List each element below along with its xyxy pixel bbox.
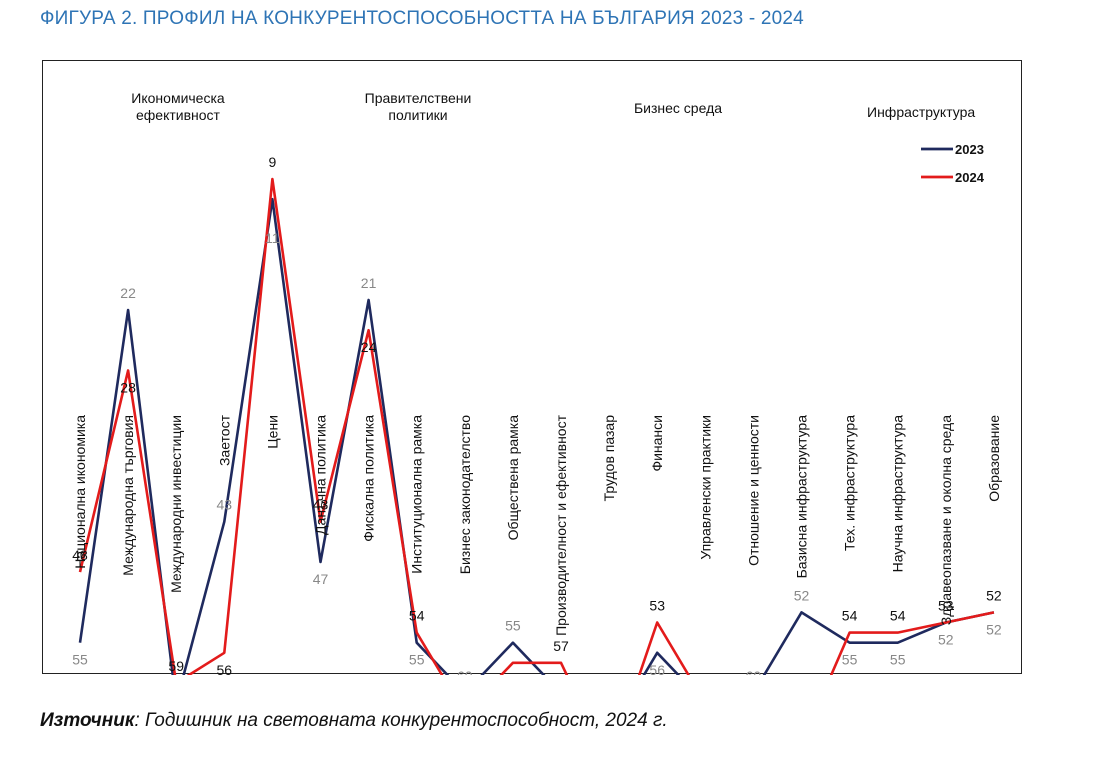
source-label: Източник xyxy=(40,710,135,731)
data-label-2024: 54 xyxy=(409,608,425,624)
source-note: Източник: Годишник на световната конкуре… xyxy=(40,710,668,732)
data-label-2023: 55 xyxy=(890,652,906,668)
data-label-2023: 56 xyxy=(649,662,665,675)
chart-frame: Икономическа ефективност Правителствени пол… xyxy=(42,60,1022,675)
data-label-2023: 60 xyxy=(457,668,473,675)
data-label-2023: 52 xyxy=(794,587,810,603)
legend-label-2023: 2023 xyxy=(955,142,984,157)
category-label: Национална икономика xyxy=(72,415,88,569)
category-label: Управленски практики xyxy=(697,415,713,560)
data-label-2023: 22 xyxy=(120,285,136,301)
data-label-2023: 11 xyxy=(265,230,280,246)
category-label: Здравеопазване и околна среда xyxy=(938,415,954,625)
category-label: Тех. инфраструктура xyxy=(842,415,858,551)
category-label: Фискална политика xyxy=(361,415,377,542)
category-label: Институционална рамка xyxy=(409,415,425,574)
data-label-2024: 53 xyxy=(938,598,954,614)
category-label: Данъчна политика xyxy=(313,415,329,535)
data-label-2023: 55 xyxy=(409,652,425,668)
group-header-2: Правителствени xyxy=(365,90,472,106)
category-label: Производителност и ефективност xyxy=(553,414,569,635)
data-label-2024: 52 xyxy=(986,587,1002,603)
data-label-2024: 53 xyxy=(649,598,665,614)
category-label: Отношение и ценности xyxy=(745,415,761,566)
legend-label-2024: 2024 xyxy=(955,170,985,185)
data-label-2024: 9 xyxy=(269,154,277,170)
group-header-1: Икономическа xyxy=(131,90,225,106)
group-header-4: Инфраструктура xyxy=(867,104,975,120)
data-label-2023: 52 xyxy=(986,621,1002,637)
data-label-2023: 55 xyxy=(505,618,521,634)
category-label: Образование xyxy=(986,415,1002,502)
series-line-2024 xyxy=(78,177,995,675)
data-label-2024: 57 xyxy=(505,672,521,675)
data-label-2023: 43 xyxy=(217,497,233,513)
data-label-2023: 47 xyxy=(313,571,329,587)
group-header-3: Бизнес среда xyxy=(634,100,722,116)
data-label-2024: 28 xyxy=(120,380,136,396)
category-label: Бизнес законодателство xyxy=(457,415,473,574)
data-label-2024: 24 xyxy=(361,339,377,355)
category-label: Международна търговия xyxy=(120,415,136,576)
data-label-2024: 54 xyxy=(890,608,906,624)
figure-title: ФИГУРА 2. ПРОФИЛ НА КОНКУРЕНТОСПОСОБНОСТ… xyxy=(40,8,804,29)
data-label-2024: 59 xyxy=(168,658,184,674)
category-label: Финанси xyxy=(649,415,665,472)
data-label-2023: 55 xyxy=(842,652,858,668)
data-label-2023: 55 xyxy=(72,652,88,668)
category-label: Трудов пазар xyxy=(601,415,617,502)
data-label-2024: 56 xyxy=(217,662,233,675)
data-label-2023: 60 xyxy=(746,668,762,675)
category-label: Научна инфраструктура xyxy=(890,415,906,573)
series-line-2023 xyxy=(78,197,995,675)
category-label: Международни инвестиции xyxy=(168,415,184,593)
category-label: Обществена рамка xyxy=(505,415,521,541)
source-text: : Годишник на световната конкурентоспосо… xyxy=(134,710,668,731)
group-header-1: ефективност xyxy=(136,107,221,123)
data-label-2024: 57 xyxy=(553,638,569,654)
data-label-2024: 48 xyxy=(72,547,88,563)
data-label-2023: 21 xyxy=(361,275,377,291)
category-label: Цени xyxy=(264,415,280,449)
category-label: Базисна инфраструктура xyxy=(794,415,810,579)
data-label-2024: 43 xyxy=(313,497,329,513)
category-label: Заетост xyxy=(216,414,232,466)
data-label-2023: 52 xyxy=(938,632,954,648)
group-header-2: политики xyxy=(388,107,447,123)
data-label-2024: 54 xyxy=(842,608,858,624)
